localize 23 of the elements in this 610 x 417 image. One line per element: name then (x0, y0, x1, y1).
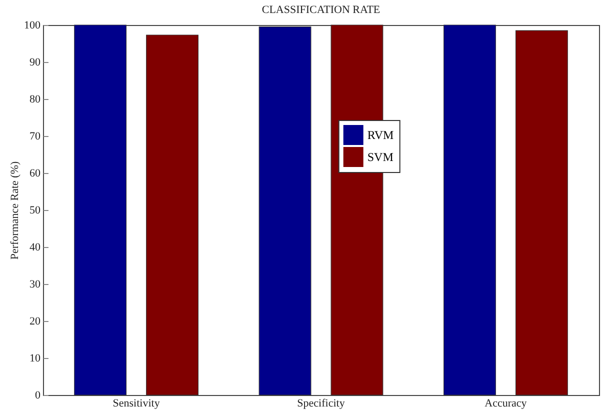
y-tick-label: 0 (35, 390, 41, 402)
y-tick-label: 50 (30, 204, 41, 216)
x-tick-label: Specificity (297, 398, 346, 410)
x-tick-label: Accuracy (484, 398, 528, 410)
legend-label: RVM (367, 128, 394, 142)
chart-title: CLASSIFICATION RATE (262, 4, 380, 16)
bar (444, 24, 496, 396)
y-tick-label: 100 (24, 20, 41, 32)
bar (515, 30, 568, 396)
y-tick-label: 10 (30, 352, 41, 364)
y-axis-title: Performance Rate (%) (9, 160, 21, 260)
y-tick-label: 90 (30, 56, 41, 68)
x-tick-label: Sensitivity (112, 398, 160, 410)
bar (74, 24, 127, 396)
legend-label: SVM (367, 150, 394, 164)
y-tick-label: 30 (30, 278, 41, 290)
y-tick-label: 60 (30, 168, 41, 180)
bar (258, 26, 312, 396)
y-tick-label: 20 (30, 316, 41, 328)
y-tick-label: 80 (30, 94, 41, 106)
y-tick-label: 70 (30, 130, 41, 142)
bar (146, 34, 198, 396)
y-tick-label: 40 (30, 242, 41, 254)
